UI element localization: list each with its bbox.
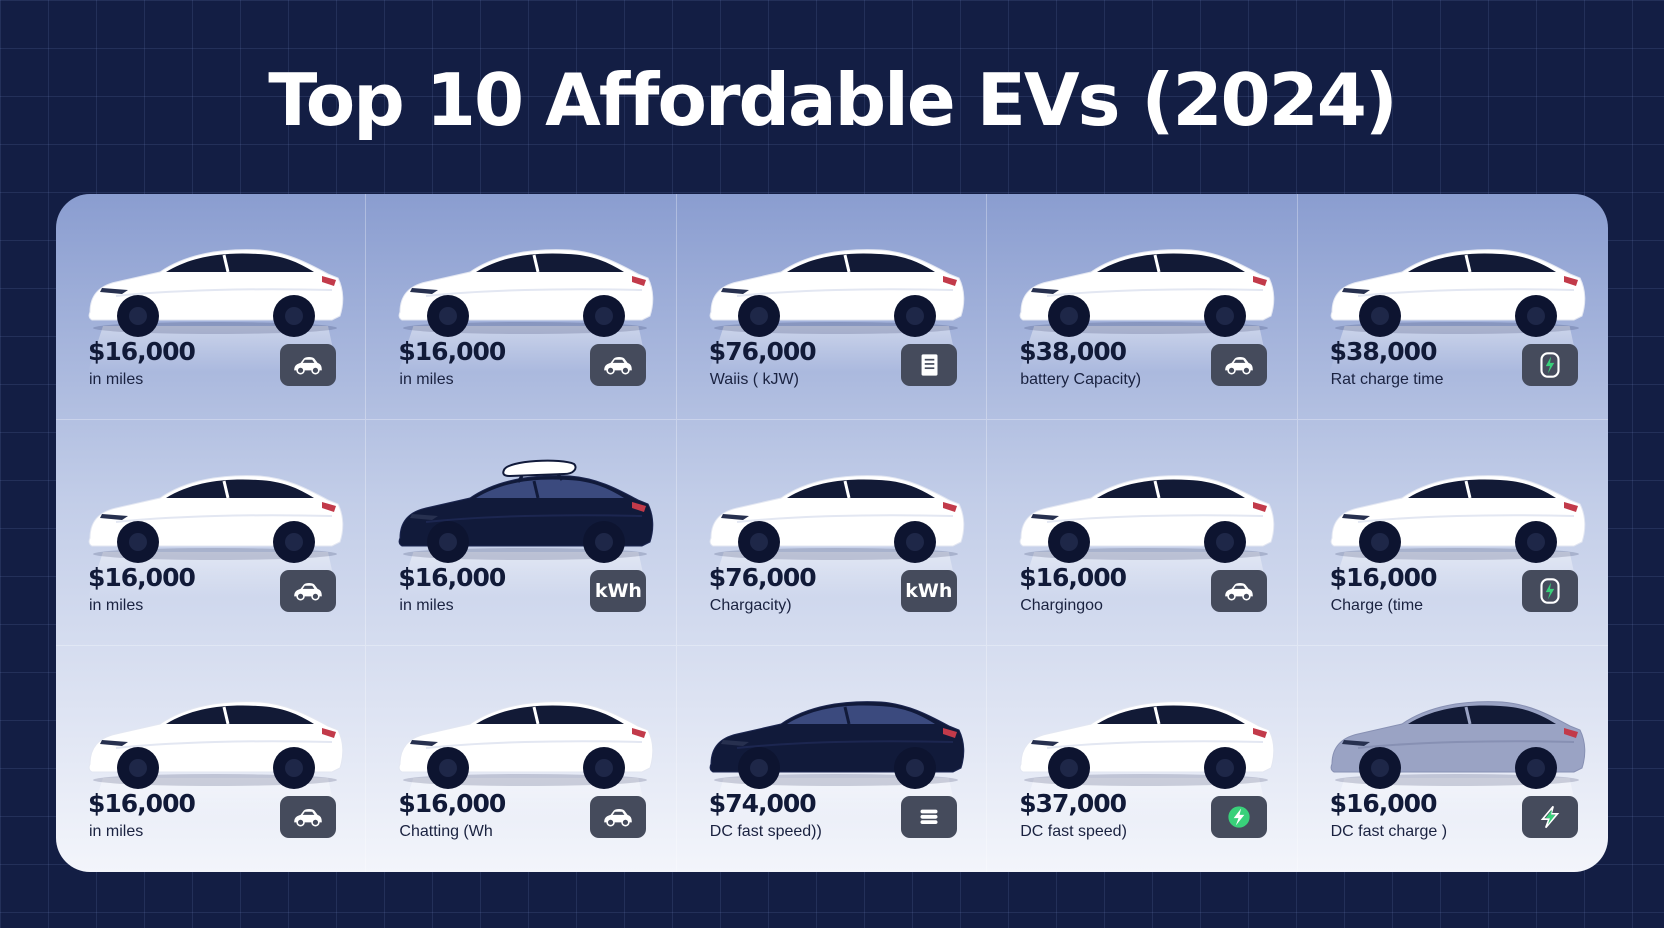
car-with-roof-box-image: [399, 459, 654, 563]
ev-price: $74,000: [708, 789, 817, 818]
ev-spec-label: Chargingoo: [1020, 597, 1103, 614]
ev-spec-label: Chargacity): [709, 597, 792, 614]
ev-spec-label: battery Capacity): [1020, 371, 1142, 388]
ev-price: $16,000: [398, 563, 506, 592]
ev-spec-label: DC fast speed)): [709, 823, 822, 840]
bolt-circle-icon: [1211, 796, 1268, 838]
car-image: [1019, 249, 1275, 337]
car-image: [709, 249, 965, 337]
ev-grid-panel: $16,000 in miles $16,000 in miles $76,000 Wai…: [56, 194, 1608, 872]
ev-price: $16,000: [1329, 563, 1438, 592]
car-icon: [280, 344, 336, 386]
kwh-icon: kWh: [590, 570, 647, 612]
ev-card: $16,000 Charge (time: [1297, 420, 1608, 646]
car-image: [1019, 475, 1275, 563]
car-image: [399, 701, 654, 789]
ev-price: $16,000: [398, 337, 506, 366]
ev-card: $76,000 Chargacity) kWh: [676, 420, 988, 646]
car-image: [88, 701, 344, 789]
ev-card: $16,000 in miles kWh: [366, 420, 677, 646]
ev-price: $16,000: [1329, 789, 1438, 818]
ev-spec-label: in miles: [399, 597, 454, 614]
ev-spec-label: Rat charge time: [1330, 371, 1444, 388]
ev-price: $38,000: [1329, 337, 1438, 366]
ev-spec-label: in miles: [89, 823, 144, 840]
ev-card: $16,000 in miles: [56, 420, 367, 646]
ev-spec-label: Chatting (Wh: [399, 823, 493, 840]
car-image: [1330, 249, 1585, 337]
ev-card: $38,000 Rat charge time: [1297, 194, 1608, 420]
battery-stack-icon: [900, 796, 957, 838]
ev-card: $16,000 in miles: [56, 194, 367, 420]
ev-spec-label: Waiis ( kJW): [709, 371, 799, 388]
ev-spec-label: DC fast charge ): [1330, 823, 1448, 840]
kwh-icon: kWh: [900, 570, 957, 612]
page-title: Top 10 Affordable EVs (2024): [268, 58, 1398, 142]
ev-price: $37,000: [1019, 789, 1127, 818]
ev-spec-label: in miles: [89, 371, 144, 388]
ev-spec-label: in miles: [399, 371, 454, 388]
ev-card: $16,000 in miles: [56, 646, 367, 872]
ev-card: $16,000 Chatting (Wh: [366, 646, 677, 872]
ev-card: $38,000 battery Capacity): [987, 194, 1298, 420]
ev-card: $76,000 Waiis ( kJW): [676, 194, 988, 420]
car-image: [1019, 701, 1275, 789]
car-image: [88, 475, 344, 563]
car-image: [709, 701, 965, 789]
car-image: [399, 249, 654, 337]
car-icon: [1211, 570, 1268, 612]
document-icon: [900, 344, 957, 386]
bolt-icon: [1521, 796, 1578, 838]
ev-card: $16,000 Chargingoo: [987, 420, 1298, 646]
ev-spec-label: Charge (time: [1330, 597, 1424, 614]
car-image: [1330, 701, 1585, 789]
ev-price: $38,000: [1019, 337, 1127, 366]
car-icon: [280, 570, 336, 612]
ev-price: $16,000: [88, 337, 196, 366]
car-image: [88, 249, 344, 337]
ev-price: $16,000: [88, 563, 196, 592]
ev-price: $16,000: [1019, 563, 1127, 592]
ev-spec-label: in miles: [89, 597, 144, 614]
charging-bolt-icon: [1521, 570, 1578, 612]
ev-price: $16,000: [88, 789, 196, 818]
car-icon: [280, 796, 336, 838]
ev-price: $76,000: [708, 563, 817, 592]
ev-card: $16,000 in miles: [366, 194, 677, 420]
car-icon: [590, 344, 647, 386]
charging-bolt-icon: [1521, 344, 1578, 386]
car-icon: [590, 796, 647, 838]
ev-card: $74,000 DC fast speed)): [677, 646, 988, 872]
ev-card: $37,000 DC fast speed): [987, 646, 1298, 872]
ev-spec-label: DC fast speed): [1020, 823, 1127, 840]
car-icon: [1211, 344, 1268, 386]
car-image: [709, 475, 965, 563]
ev-price: $76,000: [708, 337, 817, 366]
car-image: [1330, 475, 1585, 563]
ev-card: $16,000 DC fast charge ): [1298, 646, 1608, 872]
ev-price: $16,000: [398, 789, 506, 818]
